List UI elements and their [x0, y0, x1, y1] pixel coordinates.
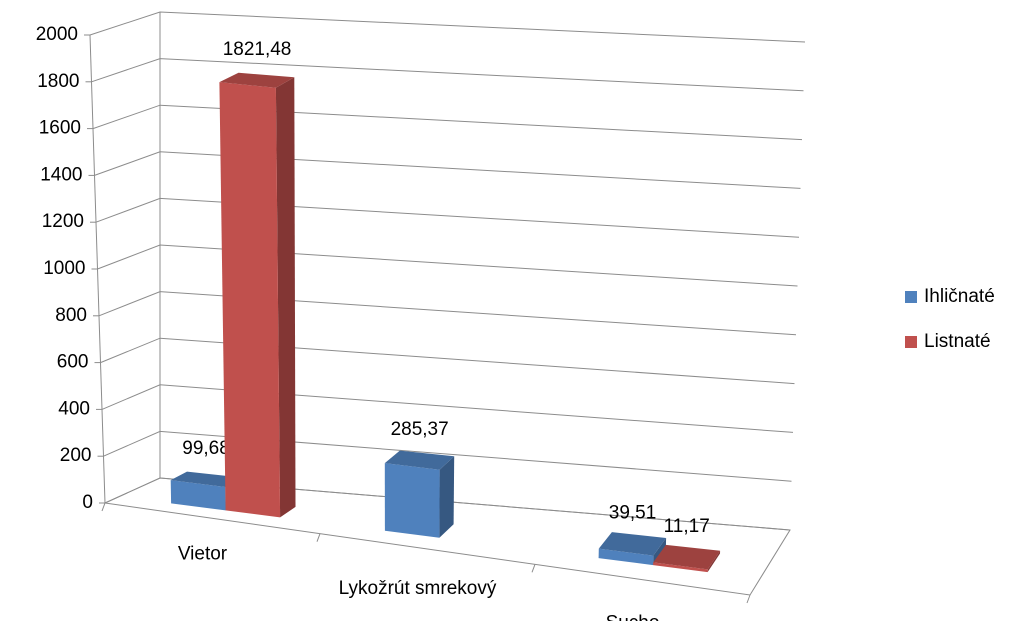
y-tick-label: 1600: [39, 118, 81, 139]
grid-line: [91, 58, 804, 92]
bar: [384, 450, 455, 538]
grid-line: [89, 11, 806, 43]
value-label: 39,51: [609, 503, 657, 524]
x-tick: [531, 564, 536, 573]
x-tick-label: Sucho: [606, 613, 660, 621]
grid-line: [95, 197, 800, 238]
grid-line: [97, 244, 798, 287]
bar-top: [170, 471, 242, 487]
y-tick-label: 1400: [40, 164, 82, 185]
grid-line: [94, 151, 801, 189]
legend-swatch: [905, 291, 917, 303]
y-tick-label: 0: [82, 492, 93, 513]
bar-top: [598, 532, 667, 556]
bar-front: [170, 480, 226, 511]
x-tick: [746, 594, 751, 604]
value-label: 1821,48: [223, 39, 292, 60]
y-axis: [89, 34, 106, 504]
legend-label: Listnaté: [924, 331, 991, 352]
x-tick: [316, 533, 321, 542]
bar: [653, 544, 721, 573]
bar: [598, 532, 667, 566]
bar-side: [707, 550, 721, 573]
bar-front: [219, 82, 281, 518]
value-label: 99,68: [182, 438, 230, 459]
bar-top: [219, 72, 295, 88]
y-tick-label: 400: [58, 398, 90, 419]
bar-front: [384, 463, 440, 538]
bar: [219, 72, 296, 518]
x-tick-label: Lykožrút smrekový: [339, 578, 497, 599]
legend-label: Ihličnaté: [924, 286, 995, 307]
legend-swatch: [905, 336, 917, 348]
y-tick-label: 1000: [43, 258, 85, 279]
grid-line: [100, 337, 795, 385]
bar-front: [653, 562, 708, 573]
y-tick-label: 2000: [36, 24, 78, 45]
bar-side: [439, 456, 455, 538]
bar-top: [653, 544, 721, 570]
grid-line: [98, 291, 797, 336]
value-label: 285,37: [391, 419, 449, 440]
bar-top: [384, 450, 455, 470]
x-tick: [101, 502, 106, 512]
x-tick-label: Vietor: [178, 543, 228, 564]
y-tick-label: 800: [55, 305, 87, 326]
y-tick-label: 1800: [37, 71, 79, 92]
y-tick-label: 200: [60, 445, 92, 466]
y-tick-label: 1200: [42, 211, 84, 232]
y-tick-label: 600: [57, 352, 89, 373]
grid-line: [92, 104, 803, 141]
bar-front: [598, 548, 654, 566]
bar-side: [275, 77, 296, 518]
value-label: 11,17: [664, 516, 710, 537]
